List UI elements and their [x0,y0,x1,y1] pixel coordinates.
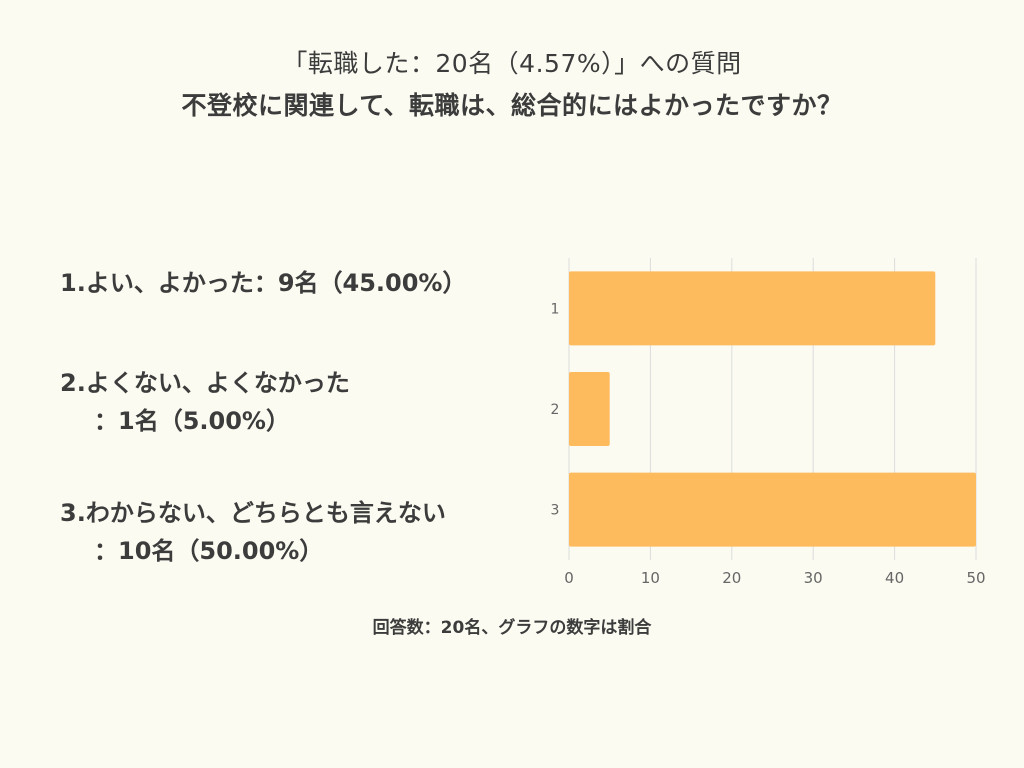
bar-3 [569,472,976,547]
category-label-3: 3 [551,503,560,519]
category-label-1: 1 [551,301,560,317]
bar-1 [569,271,936,346]
chart-title-line1: 「転職した：20名（4.57%）」への質問 [282,49,742,78]
x-tick-label-2: 20 [722,569,741,587]
x-tick-label-1: 10 [641,569,660,587]
answer-label-3: 3.わからない、どちらとも言えない ：10名（50.00%） [60,494,446,571]
answer-label-1: 1.よい、よかった：9名（45.00%） [60,264,466,302]
answer-label-3-count: ：10名（50.00%） [94,537,324,566]
answer-label-3-text: 3.わからない、どちらとも言えない [60,499,446,527]
answer-label-2-count: ：1名（5.00%） [94,407,290,436]
footnote: 回答数：20名、グラフの数字は割合 [372,618,652,638]
x-tick-label-5: 50 [966,569,985,587]
x-tick-label-4: 40 [885,569,904,587]
x-tick-label-3: 30 [804,569,823,587]
bar-2 [569,372,610,446]
answer-label-1-text: 1.よい、よかった：9名（45.00%） [60,269,467,297]
chart-title-line2: 不登校に関連して、転職は、総合的にはよかったですか？ [181,91,843,120]
answer-label-2-text: 2.よくない、よくなかった [60,369,350,397]
x-tick-label-0: 0 [564,569,574,587]
category-label-2: 2 [551,402,560,418]
answer-label-2: 2.よくない、よくなかった ：1名（5.00%） [60,364,350,441]
